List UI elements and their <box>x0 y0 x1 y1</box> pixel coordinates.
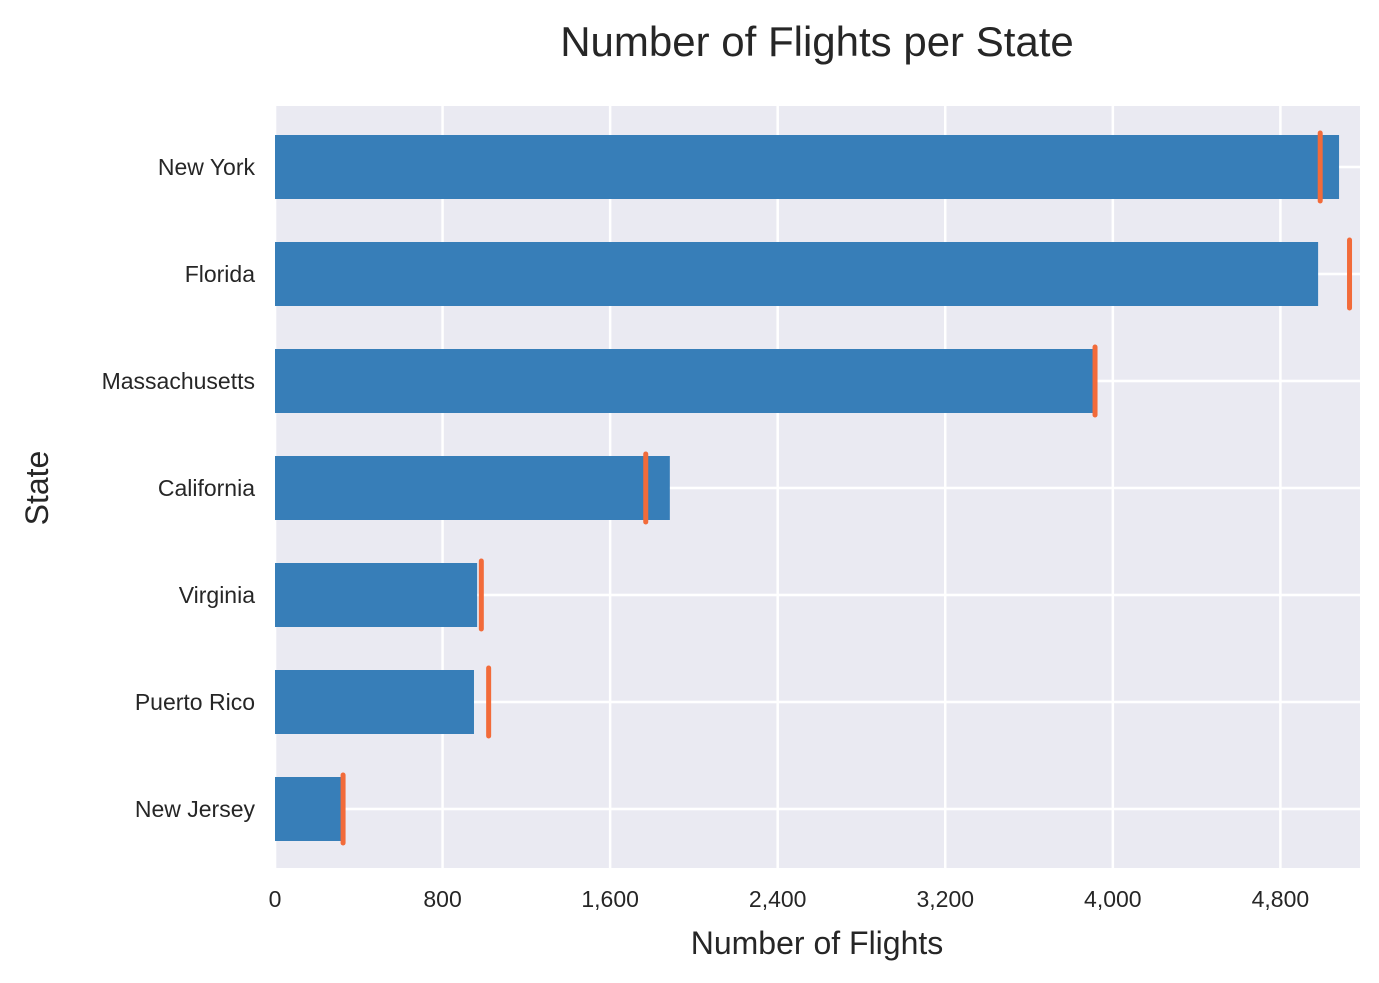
x-tick-label: 3,200 <box>916 886 974 912</box>
bar <box>275 670 474 734</box>
x-tick-label: 800 <box>423 886 461 912</box>
chart-title: Number of Flights per State <box>560 18 1074 65</box>
y-tick-label: Florida <box>185 261 256 287</box>
x-tick-label: 0 <box>269 886 282 912</box>
x-tick-label: 4,000 <box>1084 886 1142 912</box>
y-tick-labels: New York Florida Massachusetts California Vi… <box>102 154 256 822</box>
bar <box>275 456 670 520</box>
y-tick-label: Puerto Rico <box>135 689 255 715</box>
x-tick-label: 2,400 <box>749 886 807 912</box>
bars <box>275 135 1340 841</box>
y-tick-label: New Jersey <box>135 796 256 822</box>
x-tick-label: 4,800 <box>1252 886 1310 912</box>
y-tick-label: Massachusetts <box>102 368 255 394</box>
bar <box>275 777 343 841</box>
y-tick-label: New York <box>158 154 256 180</box>
bar <box>275 349 1094 413</box>
y-tick-label: California <box>158 475 255 501</box>
bar <box>275 563 478 627</box>
markers <box>340 130 1353 846</box>
bar <box>275 242 1319 306</box>
x-tick-labels: 0 800 1,600 2,400 3,200 4,000 4,800 <box>269 886 1310 912</box>
y-tick-label: Virginia <box>179 582 255 608</box>
y-axis-label: State <box>19 451 55 526</box>
x-axis-label: Number of Flights <box>691 925 944 961</box>
x-tick-label: 1,600 <box>581 886 639 912</box>
bar <box>275 135 1340 199</box>
